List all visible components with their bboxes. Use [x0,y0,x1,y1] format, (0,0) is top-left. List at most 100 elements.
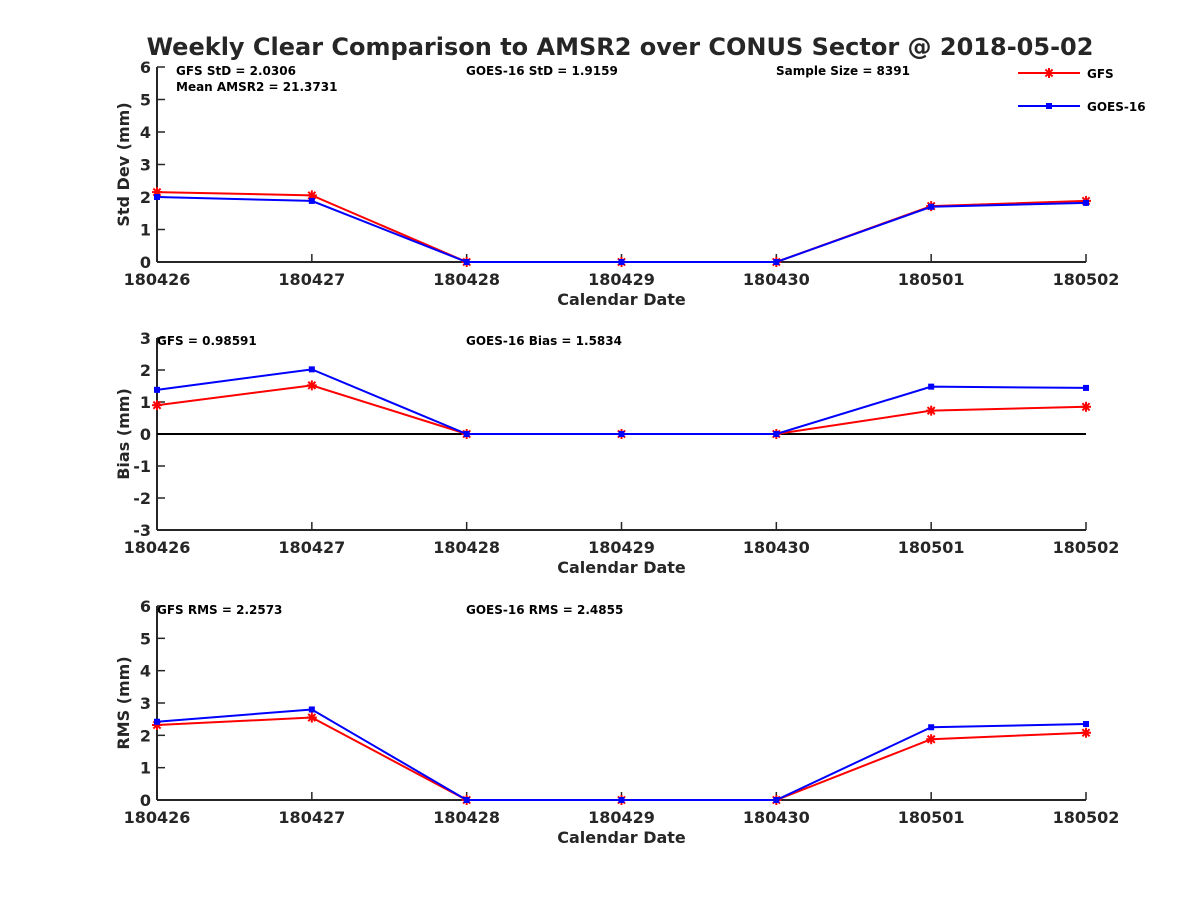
data-point [773,797,780,803]
y-axis-label: RMS (mm) [114,656,133,749]
series-goes-16 [154,194,1089,265]
y-tick-label: 0 [140,253,151,272]
series-line [156,708,1087,801]
data-point [928,383,935,390]
x-tick-label: 180429 [588,270,655,289]
data-point [618,259,625,265]
series-line [156,191,1087,263]
x-tick-label: 180429 [588,808,655,827]
legend-goes-label: GOES-16 [1087,100,1146,114]
data-point [1081,727,1091,738]
stat-annotation: GFS StD = 2.0306 [176,64,296,78]
y-tick-label: 3 [140,156,151,175]
y-tick-label: 0 [140,425,151,444]
legend: GFS GOES-16 [1018,67,1146,114]
data-point [618,431,625,437]
x-tick-label: 180428 [433,270,500,289]
data-point [154,194,160,200]
data-point [154,386,160,393]
y-tick-label: 2 [140,726,151,745]
y-tick-label: 2 [140,361,151,380]
stat-annotation: Sample Size = 8391 [776,64,910,78]
y-tick-label: 3 [140,694,151,713]
x-tick-label: 180502 [1053,538,1120,557]
stat-annotation: GFS = 0.98591 [157,334,257,348]
x-tick-label: 180501 [898,538,965,557]
panel-1: 0 1 2 3 4 5 6 180426 180427 180428 180429 180430 180… [114,58,1119,309]
y-tick-label: 4 [140,662,151,681]
y-tick-label: 3 [140,329,151,348]
data-point [1083,384,1089,391]
x-tick-label: 180429 [588,538,655,557]
x-tick-label: 180427 [278,808,345,827]
x-tick-label: 180501 [898,270,965,289]
series-line [156,368,1087,435]
data-point [308,706,315,713]
data-point [928,203,935,210]
stat-annotation: GOES-16 StD = 1.9159 [466,64,618,78]
x-tick-label: 180428 [433,808,500,827]
x-tick-label: 180428 [433,538,500,557]
series-line [156,384,1087,435]
x-axis-label: Calendar Date [557,828,686,847]
y-tick-label: 5 [140,629,151,648]
data-point [308,197,315,204]
x-tick-label: 180426 [124,270,191,289]
y-tick-label: -3 [133,521,151,540]
y-tick-label: 1 [140,393,151,412]
x-tick-label: 180426 [124,808,191,827]
legend-goes-marker [1046,103,1052,109]
data-point [926,734,937,745]
data-point [773,259,780,265]
y-tick-label: 6 [140,597,151,616]
y-tick-label: 0 [140,791,151,810]
series-goes-16 [154,366,1089,437]
x-tick-label: 180427 [278,538,345,557]
data-point [1083,199,1089,206]
data-point [306,190,317,201]
y-tick-label: 5 [140,91,151,110]
data-point [1081,401,1091,412]
legend-gfs-marker [1044,68,1054,78]
data-point [306,380,317,391]
data-point [463,259,470,265]
y-tick-label: 4 [140,123,151,142]
stat-annotation: GOES-16 Bias = 1.5834 [466,334,622,348]
stat-annotation: GFS RMS = 2.2573 [157,603,282,617]
data-point [1083,721,1089,728]
x-tick-label: 180502 [1053,808,1120,827]
x-tick-label: 180427 [278,270,345,289]
y-axis-label: Std Dev (mm) [114,102,133,226]
series-goes-16 [154,706,1089,803]
y-tick-label: 2 [140,188,151,207]
y-tick-label: -2 [133,489,151,508]
panels: 0 1 2 3 4 5 6 180426 180427 180428 180429 180430 180… [114,58,1119,847]
data-point [926,405,937,416]
data-point [306,712,317,723]
data-point [463,797,470,803]
data-point [152,400,162,411]
legend-gfs-label: GFS [1087,67,1114,81]
series-line [156,716,1087,801]
series-gfs [152,380,1091,439]
y-axis-label: Bias (mm) [114,388,133,480]
x-tick-label: 180501 [898,808,965,827]
chart-title: Weekly Clear Comparison to AMSR2 over CO… [147,33,1094,61]
y-tick-label: 1 [140,759,151,778]
data-point [928,724,935,731]
x-tick-label: 180426 [124,538,191,557]
data-point [154,718,160,725]
x-axis-label: Calendar Date [557,558,686,577]
data-point [773,431,780,437]
y-tick-label: 6 [140,58,151,77]
x-tick-label: 180430 [743,538,810,557]
x-axis-label: Calendar Date [557,290,686,309]
x-tick-label: 180430 [743,808,810,827]
data-point [463,431,470,437]
x-tick-label: 180430 [743,270,810,289]
y-tick-label: -1 [133,457,151,476]
data-point [308,366,315,373]
x-tick-label: 180502 [1053,270,1120,289]
y-tick-label: 1 [140,221,151,240]
